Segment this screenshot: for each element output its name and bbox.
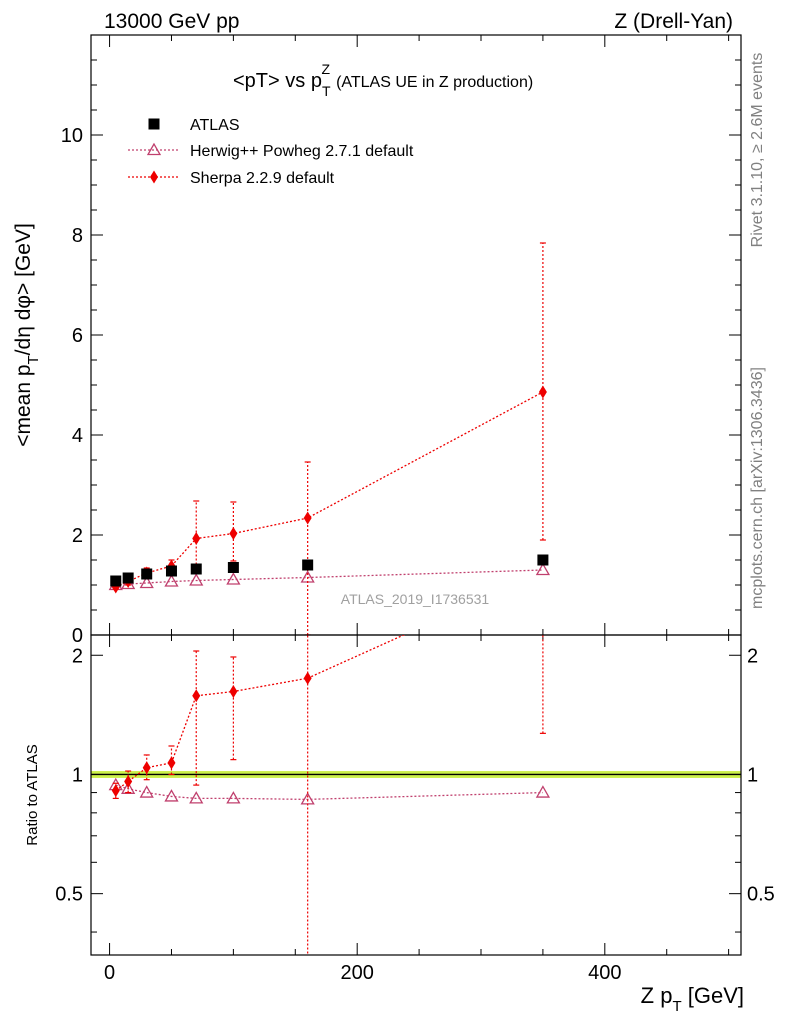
xlabel-unit: [GeV] (682, 983, 744, 1008)
plot-title-sub: T (322, 83, 331, 99)
y-tick-label: 10 (61, 125, 83, 147)
header-right: Z (Drell-Yan) (614, 10, 733, 33)
ratio-sherpa-point (167, 756, 176, 770)
sherpa-point (192, 532, 201, 545)
y-tick-label: 0 (72, 625, 83, 647)
ratio-y-tick-label: 0.5 (55, 884, 83, 906)
ratio-sherpa-point (229, 684, 238, 698)
ratio-herwig-point (164, 789, 179, 802)
ratio-sherpa-point (192, 689, 201, 703)
y-tick-label: 4 (72, 425, 83, 447)
ratio-y-tick-label-right: 1 (747, 764, 758, 786)
ratio-herwig-point (189, 791, 204, 804)
herwig-line (115, 569, 543, 586)
sherpa-point (303, 511, 312, 525)
atlas-point (165, 565, 177, 577)
ratio-herwig-point (226, 791, 241, 804)
analysis-id: ATLAS_2019_I1736531 (341, 591, 490, 607)
ratio-herwig-point (139, 785, 154, 798)
herwig-point (189, 573, 204, 586)
legend-marker (150, 170, 158, 184)
legend-marker (146, 142, 162, 156)
atlas-point (141, 568, 153, 580)
atlas-point (227, 562, 239, 573)
xlabel-main: Z p (641, 983, 673, 1008)
ratio-sherpa-point (303, 671, 312, 685)
legend-label: Herwig++ Powheg 2.7.1 default (190, 143, 414, 160)
ratio-y-tick-label-right: 0.5 (747, 884, 775, 906)
sherpa-line (115, 391, 544, 588)
ratio-y-tick-label: 1 (72, 764, 83, 786)
plot-title: <pT> vs pTZ (ATLAS UE in Z production) (233, 61, 533, 99)
atlas-point (190, 563, 202, 575)
herwig-point (226, 572, 241, 585)
main-panel: 0 2 4 6 8 10 (61, 34, 742, 647)
y-tick-label: 2 (72, 525, 83, 547)
main-ylabel-part1: <mean p (12, 364, 35, 446)
y-tick-label: 8 (72, 225, 83, 247)
ratio-ylabel: Ratio to ATLAS (24, 744, 41, 845)
ratio-plot-area (108, 635, 551, 955)
ratio-panel: 0.5 0.5 1 1 2 2 0 200 400 (55, 634, 775, 984)
legend-label: ATLAS (190, 117, 240, 134)
ratio-y-tick-label: 2 (72, 645, 83, 667)
main-ylabel-part2: /dη dφ> [GeV] (12, 223, 35, 355)
herwig-point (535, 562, 551, 576)
main-plot-area (108, 242, 551, 635)
legend: ATLAS Herwig++ Powheg 2.7.1 default Sherpa… (128, 117, 414, 187)
atlas-point (110, 575, 122, 587)
plot-title-paren: (ATLAS UE in Z production) (336, 74, 533, 91)
xlabel-sub: T (672, 998, 681, 1015)
x-tick-label: 0 (104, 962, 115, 984)
ratio-frame (90, 634, 742, 956)
sherpa-point (538, 385, 547, 399)
atlas-point (302, 559, 314, 571)
legend-label: Sherpa 2.2.9 default (190, 170, 335, 187)
ratio-herwig-point (121, 781, 136, 794)
x-tick-label: 400 (588, 962, 621, 984)
x-tick-label: 200 (341, 962, 374, 984)
mcplots-label: mcplots.cern.ch [arXiv:1306.3436] (749, 367, 766, 609)
y-tick-label: 6 (72, 325, 83, 347)
herwig-point (139, 575, 154, 589)
ratio-sherpa-point (124, 774, 133, 788)
ratio-sherpa-point (111, 784, 120, 798)
herwig-point (164, 574, 179, 587)
ratio-herwig-point (535, 785, 551, 798)
legend-marker (148, 118, 160, 130)
sherpa-point (229, 527, 238, 540)
main-ylabel: <mean pT/dη dφ> [GeV] (12, 223, 42, 447)
main-frame (90, 34, 742, 636)
atlas-point (537, 554, 549, 566)
main-ylabel-sub: T (25, 355, 42, 364)
ratio-sherpa-point (142, 761, 151, 775)
plot-title-sup: Z (322, 61, 331, 77)
plot-title-main: <pT> vs p (233, 70, 322, 92)
ratio-y-tick-label-right: 2 (747, 645, 758, 667)
rivet-label: Rivet 3.1.10, ≥ 2.6M events (749, 53, 766, 248)
atlas-point (122, 572, 134, 584)
xlabel: Z pT [GeV] (641, 983, 744, 1015)
header-left: 13000 GeV pp (104, 10, 239, 33)
ratio-herwig-line (115, 784, 543, 801)
